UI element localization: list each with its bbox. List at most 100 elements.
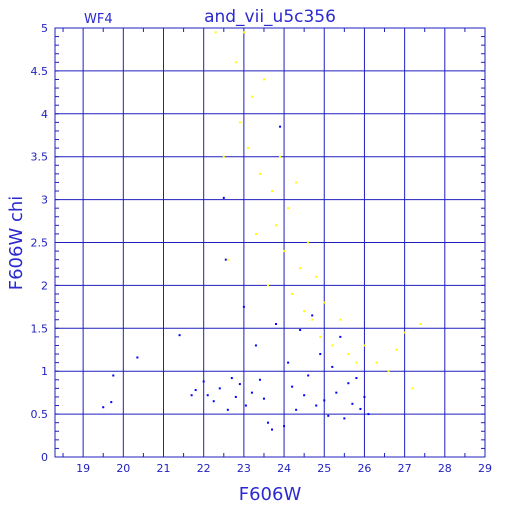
data-point — [275, 224, 278, 227]
y-axis-title: F606W chi — [6, 196, 27, 291]
y-tick-label: 1.5 — [31, 322, 49, 335]
x-axis-title: F606W — [239, 484, 302, 505]
data-point — [242, 31, 245, 34]
y-tick-label: 0 — [41, 451, 48, 464]
data-point — [271, 428, 274, 431]
data-point — [299, 267, 302, 270]
data-point — [254, 344, 257, 347]
data-point — [222, 155, 225, 158]
data-point — [363, 395, 366, 398]
data-point — [291, 292, 294, 295]
ticks — [55, 27, 485, 457]
data-point — [262, 397, 265, 400]
y-tick-label: 4.5 — [31, 65, 49, 78]
data-point — [419, 323, 422, 326]
data-point — [230, 377, 233, 380]
x-tick-labels: 19 20 21 22 23 24 25 26 27 28 29 — [76, 462, 492, 475]
data-point — [136, 356, 139, 359]
data-point — [327, 414, 330, 417]
data-point — [299, 329, 302, 332]
data-point — [275, 323, 278, 326]
data-point — [303, 310, 306, 313]
data-point — [347, 353, 350, 356]
data-point — [283, 250, 286, 253]
data-point — [250, 95, 253, 98]
x-tick-label: 21 — [157, 462, 171, 475]
x-tick-label: 26 — [357, 462, 371, 475]
data-point — [411, 387, 414, 390]
data-point — [311, 314, 314, 317]
data-point — [287, 207, 290, 210]
data-point — [202, 380, 205, 383]
data-point — [355, 361, 358, 364]
data-point — [343, 417, 346, 420]
data-point — [226, 408, 229, 411]
data-point — [212, 400, 215, 403]
y-tick-label: 1 — [41, 365, 48, 378]
data-point — [224, 258, 227, 261]
x-tick-label: 19 — [76, 462, 90, 475]
data-point — [395, 348, 398, 351]
data-point — [102, 406, 105, 409]
data-point — [258, 172, 261, 175]
y-tick-label: 4 — [41, 108, 48, 121]
data-point — [331, 365, 334, 368]
data-point — [355, 377, 358, 380]
data-point — [283, 425, 286, 428]
x-tick-label: 20 — [116, 462, 130, 475]
x-tick-label: 28 — [438, 462, 452, 475]
data-point — [295, 408, 298, 411]
data-point — [323, 399, 326, 402]
data-point — [323, 301, 326, 304]
data-point — [339, 335, 342, 338]
data-point — [194, 389, 197, 392]
data-point — [315, 275, 318, 278]
data-point — [375, 361, 378, 364]
data-point — [178, 334, 181, 337]
data-point — [307, 374, 310, 377]
data-point — [262, 78, 265, 81]
data-point — [234, 61, 237, 64]
data-point — [266, 284, 269, 287]
data-point — [206, 394, 209, 397]
y-tick-labels: 0 0.5 1 1.5 2 2.5 3 3.5 4 4.5 5 — [31, 22, 49, 464]
data-point — [254, 232, 257, 235]
x-tick-label: 24 — [277, 462, 291, 475]
x-tick-label: 23 — [237, 462, 251, 475]
data-point — [307, 241, 310, 244]
grid — [55, 27, 486, 458]
y-tick-label: 2 — [41, 279, 48, 292]
data-point — [319, 335, 322, 338]
data-point — [266, 421, 269, 424]
data-point — [246, 147, 249, 150]
x-tick-label: 27 — [398, 462, 412, 475]
data-point — [234, 395, 237, 398]
data-point — [387, 370, 390, 373]
data-point — [331, 344, 334, 347]
data-point — [311, 318, 314, 321]
y-tick-label: 3.5 — [31, 151, 49, 164]
y-tick-label: 0.5 — [31, 408, 49, 421]
data-point — [242, 305, 245, 308]
data-point — [110, 401, 113, 404]
data-point — [367, 413, 370, 416]
y-tick-label: 3 — [41, 194, 48, 207]
data-point — [291, 385, 294, 388]
data-point — [319, 353, 322, 356]
data-point — [250, 391, 253, 394]
data-point — [226, 258, 229, 261]
data-point — [279, 155, 282, 158]
data-point — [351, 402, 354, 405]
data-point — [335, 391, 338, 394]
data-point — [238, 383, 241, 386]
series-blue-points — [102, 125, 370, 431]
data-point — [359, 407, 362, 410]
data-point — [295, 181, 298, 184]
x-tick-label: 22 — [197, 462, 211, 475]
data-point — [279, 125, 282, 128]
data-point — [363, 344, 366, 347]
data-point — [258, 378, 261, 381]
data-point — [190, 394, 193, 397]
data-point — [339, 318, 342, 321]
